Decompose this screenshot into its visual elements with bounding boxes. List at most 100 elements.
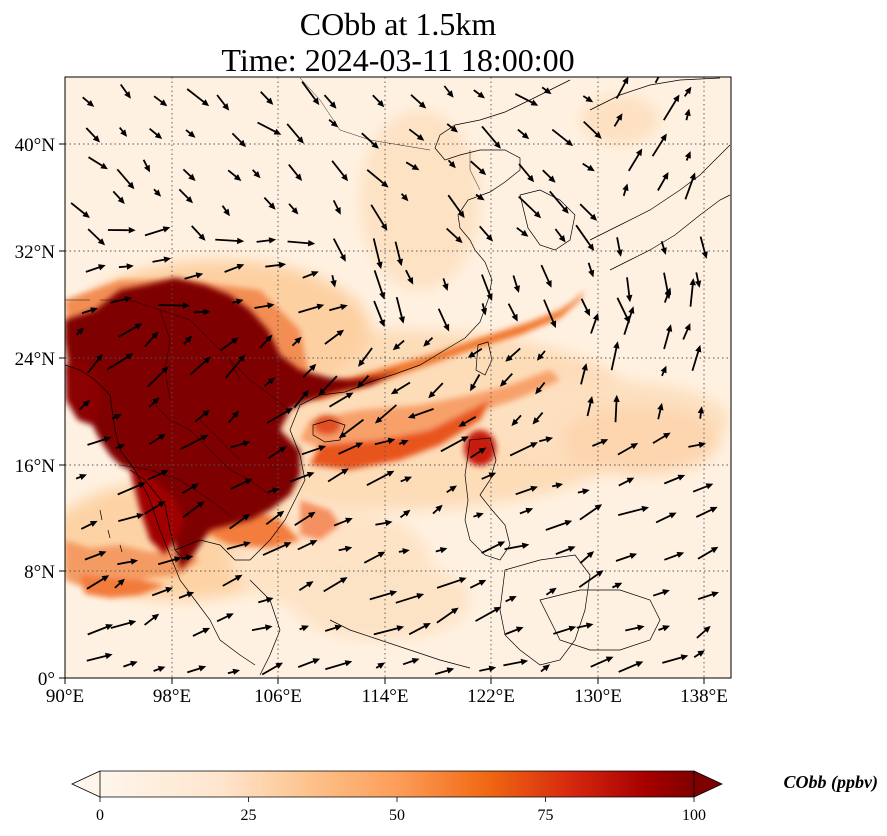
wind-arrow xyxy=(436,577,467,589)
wind-arrow xyxy=(288,203,299,215)
wind-arrow xyxy=(515,485,538,496)
wind-arrow xyxy=(691,344,702,372)
wind-arrow xyxy=(82,96,95,107)
wind-arrow xyxy=(363,551,386,564)
wind-arrow xyxy=(324,624,343,632)
wind-arrow xyxy=(361,132,379,149)
wind-arrow xyxy=(287,240,316,247)
wind-arrow xyxy=(148,433,166,445)
wind-arrow xyxy=(447,194,465,219)
wind-arrow xyxy=(446,485,457,493)
wind-arrow xyxy=(579,551,595,564)
wind-arrow xyxy=(615,553,638,562)
wind-arrow xyxy=(84,551,107,561)
wind-arrow xyxy=(230,478,253,490)
wind-arrow xyxy=(398,548,410,555)
wind-arrow xyxy=(432,504,443,515)
wind-arrow xyxy=(153,95,168,107)
wind-arrow xyxy=(87,624,113,636)
map-frame xyxy=(64,76,732,679)
wind-arrow xyxy=(695,506,718,518)
wind-arrow xyxy=(423,337,434,347)
wind-arrow xyxy=(400,193,409,202)
chart-title-line2: Time: 2024-03-11 18:00:00 xyxy=(221,42,575,78)
wind-arrow xyxy=(375,662,385,669)
wind-arrow xyxy=(626,277,633,303)
wind-arrow xyxy=(469,579,487,589)
lat-tick-label: 16°N xyxy=(15,456,56,477)
wind-arrow xyxy=(541,86,552,95)
wind-arrow xyxy=(119,83,131,99)
wind-arrow xyxy=(613,394,620,423)
wind-arrow xyxy=(662,654,689,664)
wind-arrow xyxy=(289,471,315,483)
wind-arrow xyxy=(118,513,145,522)
wind-arrow xyxy=(80,520,98,530)
wind-arrow xyxy=(545,520,573,531)
wind-arrow xyxy=(553,625,577,635)
wind-arrow xyxy=(538,436,554,443)
wind-arrow xyxy=(259,334,273,349)
wind-arrow xyxy=(87,353,103,374)
wind-arrow xyxy=(405,161,420,171)
wind-arrow xyxy=(294,511,316,527)
wind-arrow xyxy=(85,127,100,143)
lon-tick-label: 138°E xyxy=(680,686,728,707)
wind-arrow xyxy=(265,510,285,526)
wind-arrow xyxy=(192,627,211,637)
wind-arrow xyxy=(684,108,691,121)
wind-arrow xyxy=(407,408,434,419)
wind-arrow xyxy=(590,656,614,668)
wind-arrow xyxy=(473,89,485,99)
wind-arrow xyxy=(149,128,163,139)
wind-arrow xyxy=(266,408,293,424)
wind-arrow xyxy=(85,264,106,273)
colorbar-extend-max xyxy=(693,770,723,798)
wind-arrow xyxy=(147,366,169,388)
wind-arrow xyxy=(616,237,623,257)
colorbar: 0 25 50 75 100 CObb (ppbv) xyxy=(71,770,878,824)
wind-arrow xyxy=(110,619,137,629)
lat-tick-label: 8°N xyxy=(24,562,55,583)
wind-arrow xyxy=(628,148,643,172)
wind-arrow xyxy=(470,447,487,459)
wind-arrow xyxy=(216,94,230,111)
wind-arrow xyxy=(554,228,566,243)
wind-arrow xyxy=(516,227,529,237)
wind-arrow xyxy=(112,190,125,204)
wind-arrow xyxy=(258,596,274,604)
wind-arrow xyxy=(509,442,538,457)
wind-arrow xyxy=(87,228,106,246)
wind-arrow xyxy=(221,205,230,217)
wind-arrow xyxy=(229,513,251,530)
wind-arrow xyxy=(333,517,353,527)
wind-arrow xyxy=(331,160,348,182)
wind-arrow xyxy=(475,193,485,201)
lat-tick-label: 0° xyxy=(38,669,55,690)
wind-arrow xyxy=(512,275,520,293)
wind-arrow xyxy=(699,236,708,259)
wind-arrow xyxy=(683,86,692,97)
wind-arrow xyxy=(302,271,319,279)
wind-arrow xyxy=(291,336,302,347)
wind-arrow xyxy=(405,269,414,285)
wind-arrow xyxy=(657,172,669,191)
wind-arrow xyxy=(518,195,542,219)
wind-arrow xyxy=(366,470,395,486)
colorbar-tick-label: 100 xyxy=(682,807,706,824)
wind-arrow xyxy=(434,667,455,675)
wind-arrow xyxy=(693,650,705,658)
wind-arrow xyxy=(148,397,160,408)
wind-arrow xyxy=(180,434,209,451)
wind-arrow xyxy=(193,308,211,316)
wind-arrow xyxy=(183,335,193,345)
wind-arrow xyxy=(115,444,126,450)
wind-arrow xyxy=(338,545,353,552)
wind-arrow xyxy=(372,238,383,270)
wind-arrow xyxy=(224,263,245,273)
wind-arrow xyxy=(622,183,629,197)
lon-tick-label: 130°E xyxy=(574,686,622,707)
colorbar-gradient xyxy=(100,771,694,797)
wind-arrow xyxy=(507,303,518,322)
